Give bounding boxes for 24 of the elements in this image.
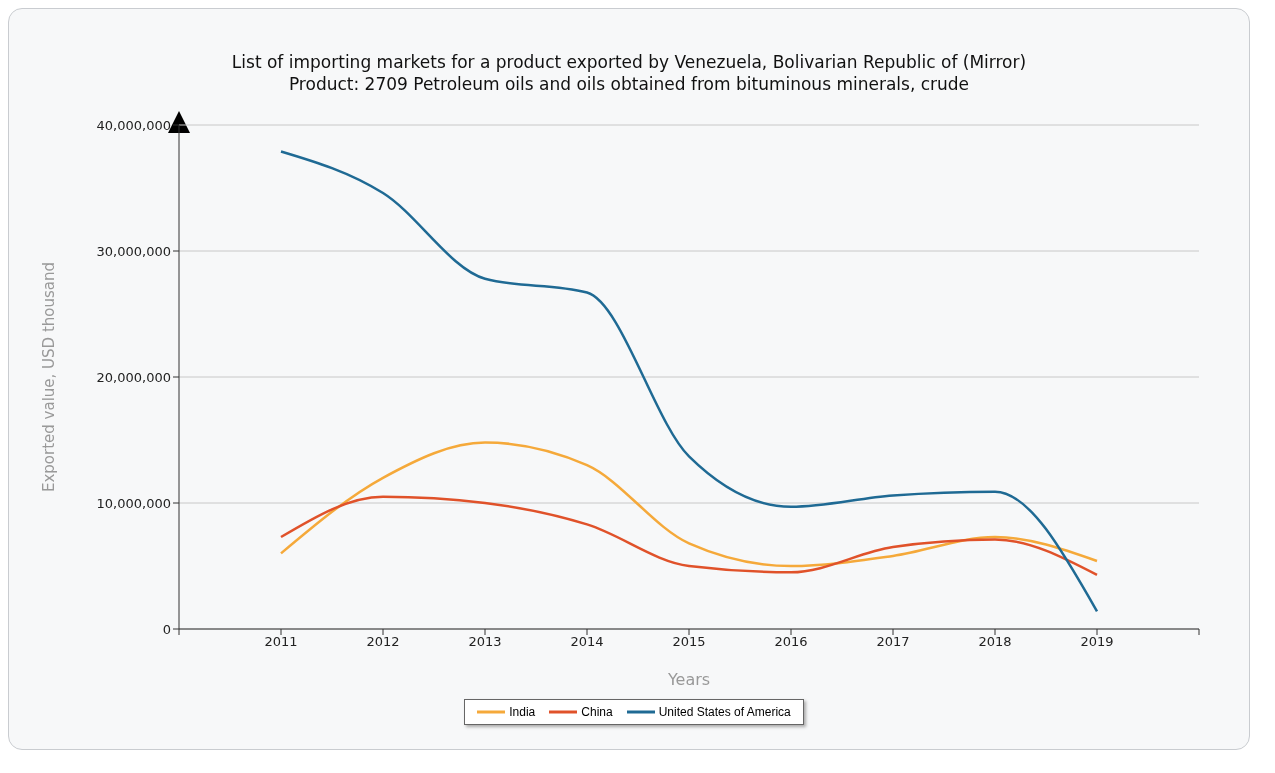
x-tick-label: 2015 [672, 634, 706, 650]
x-tick-label: 2016 [774, 634, 808, 650]
y-tick-label: 0 [162, 621, 171, 637]
x-tick-label: 2019 [1080, 634, 1114, 650]
x-tick-label: 2012 [366, 634, 400, 650]
y-tick-label: 40,000,000 [96, 117, 171, 133]
chart-title: List of importing markets for a product exported by Venezuela, Bolivarian Republic of (Mirror) [230, 51, 1028, 73]
x-tick-label: 2017 [876, 634, 910, 650]
y-tick-label: 20,000,000 [96, 369, 171, 385]
legend-label: China [581, 705, 613, 719]
line-series [279, 495, 1099, 577]
x-tick-label: 2013 [468, 634, 502, 650]
line-series [279, 150, 1099, 613]
x-tick-label: 2011 [264, 634, 298, 650]
line-series [279, 441, 1099, 568]
legend-label: India [509, 705, 536, 719]
y-tick-label: 10,000,000 [96, 495, 171, 511]
y-axis-title: Exported value, USD thousand [40, 261, 59, 493]
chart-subtitle: Product: 2709 Petroleum oils and oils obtained from bituminous minerals, crude [287, 73, 971, 95]
legend-label: United States of America [658, 705, 791, 719]
x-tick-label: 2018 [978, 634, 1012, 650]
x-axis-title: Years [666, 670, 711, 689]
x-tick-label: 2014 [570, 634, 604, 650]
y-tick-label: 30,000,000 [96, 243, 171, 259]
